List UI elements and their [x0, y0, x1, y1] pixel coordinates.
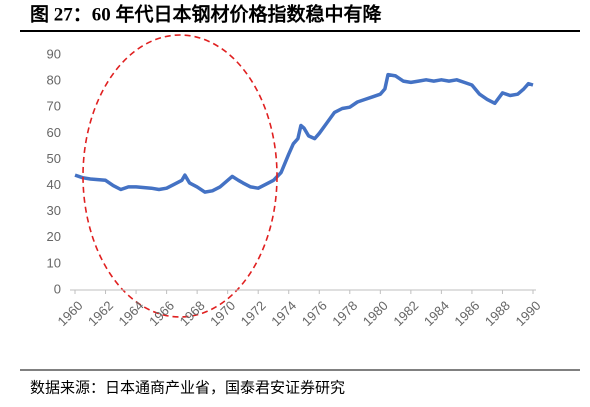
x-tick-label: 1984 — [421, 298, 452, 329]
y-tick-label: 10 — [47, 255, 61, 270]
highlight-ellipse — [82, 34, 278, 318]
y-tick-label: 90 — [47, 46, 61, 61]
x-tick-label: 1972 — [238, 298, 269, 329]
x-tick-label: 1978 — [329, 298, 360, 329]
data-line — [74, 72, 534, 194]
x-tick-label: 1988 — [482, 298, 513, 329]
y-tick-label: 40 — [47, 177, 61, 192]
x-tick-label: 1966 — [146, 298, 177, 329]
x-tick-label: 1964 — [116, 298, 147, 329]
x-tick-label: 1982 — [390, 298, 421, 329]
x-tick-label: 1970 — [207, 298, 238, 329]
y-tick-label: 80 — [47, 73, 61, 88]
chart-title: 图 27：60 年代日本钢材价格指数稳中有降 — [30, 2, 383, 25]
x-tick-label: 1990 — [512, 298, 543, 329]
y-tick-label: 20 — [47, 229, 61, 244]
y-tick-label: 30 — [47, 203, 61, 218]
y-tick-label: 50 — [47, 151, 61, 166]
y-tick-label: 0 — [54, 281, 61, 296]
x-tick-label: 1974 — [268, 298, 299, 329]
x-tick-label: 1986 — [451, 298, 482, 329]
x-tick-label: 1962 — [85, 298, 116, 329]
y-tick-label: 70 — [47, 99, 61, 114]
y-tick-label: 60 — [47, 125, 61, 140]
source-note: 数据来源：日本通商产业省，国泰君安证券研究 — [30, 379, 345, 396]
x-tick-label: 1976 — [299, 298, 330, 329]
x-tick-label: 1980 — [360, 298, 391, 329]
x-tick-label: 1960 — [54, 298, 85, 329]
